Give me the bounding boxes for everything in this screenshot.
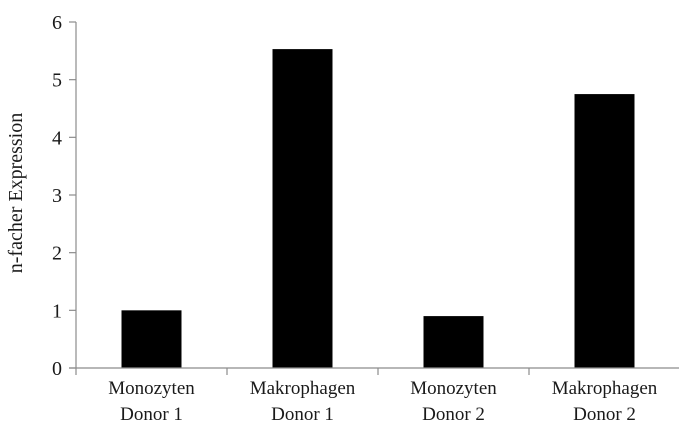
x-category-label: Donor 2 <box>422 404 485 425</box>
bar <box>423 316 484 368</box>
y-tick-label: 4 <box>52 127 62 149</box>
y-axis-title: n-facher Expression <box>5 113 27 274</box>
bars <box>121 49 635 368</box>
x-category-label: Monozyten <box>108 378 195 399</box>
y-tick-label: 5 <box>52 70 62 92</box>
bar <box>121 310 182 368</box>
y-tick-label: 6 <box>52 12 62 34</box>
bar <box>272 49 333 368</box>
x-category-label: Donor 1 <box>271 404 334 425</box>
y-axis-ticks: 0 1 2 3 4 5 6 <box>52 12 76 380</box>
y-tick-label: 2 <box>52 243 62 265</box>
x-category-label: Makrophagen <box>250 378 356 399</box>
y-tick-label: 0 <box>52 358 62 380</box>
bar <box>574 94 635 368</box>
x-category-label: Donor 1 <box>120 404 183 425</box>
x-category-label: Makrophagen <box>552 378 658 399</box>
y-tick-label: 3 <box>52 185 62 207</box>
y-tick-label: 1 <box>52 300 62 322</box>
x-axis-tick-marks <box>75 368 530 375</box>
x-category-label: Monozyten <box>410 378 497 399</box>
x-category-label: Donor 2 <box>573 404 636 425</box>
x-axis-category-labels: Monozyten Donor 1 Makrophagen Donor 1 Monozy… <box>108 378 658 425</box>
